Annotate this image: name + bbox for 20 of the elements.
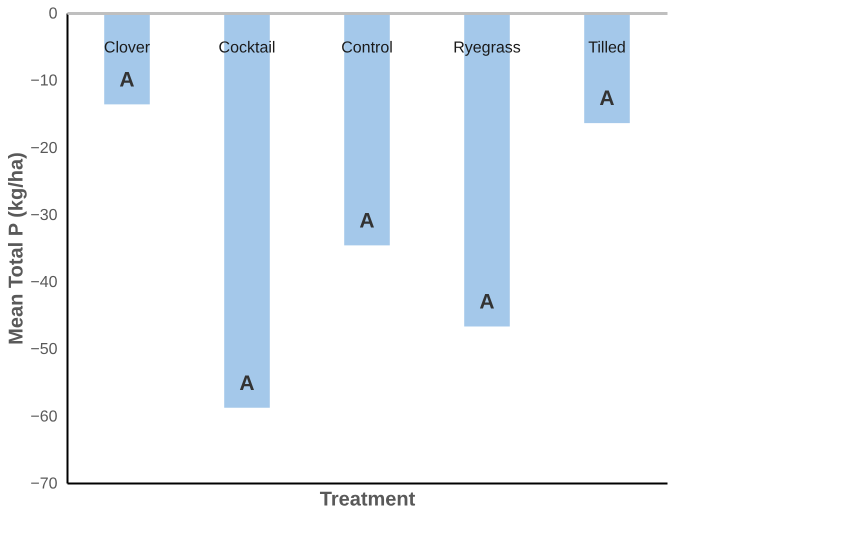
y-tick-label: −40 xyxy=(30,274,58,292)
x-tick-label: Control xyxy=(341,40,393,56)
y-tick-label: −10 xyxy=(30,72,58,90)
x-tick-label: Ryegrass xyxy=(453,40,521,56)
y-tick-label: −60 xyxy=(30,408,58,426)
annotation: A xyxy=(119,68,135,92)
annotation: A xyxy=(239,372,255,395)
y-tick-label: −30 xyxy=(30,206,58,224)
annotation: A xyxy=(479,290,495,314)
x-axis-title: Treatment xyxy=(320,488,416,510)
annotation: A xyxy=(359,209,375,232)
y-axis-title: Mean Total P (kg/ha) xyxy=(5,152,28,345)
y-tick-label: −70 xyxy=(30,476,58,492)
x-tick-label: Tilled xyxy=(588,40,626,56)
y-tick-label: −50 xyxy=(30,341,58,358)
y-tick-label: 0 xyxy=(48,6,58,22)
annotation: A xyxy=(599,87,615,110)
y-tick-label: −20 xyxy=(30,140,58,157)
x-tick-label: Cocktail xyxy=(218,40,276,56)
x-tick-label: Clover xyxy=(104,40,151,56)
